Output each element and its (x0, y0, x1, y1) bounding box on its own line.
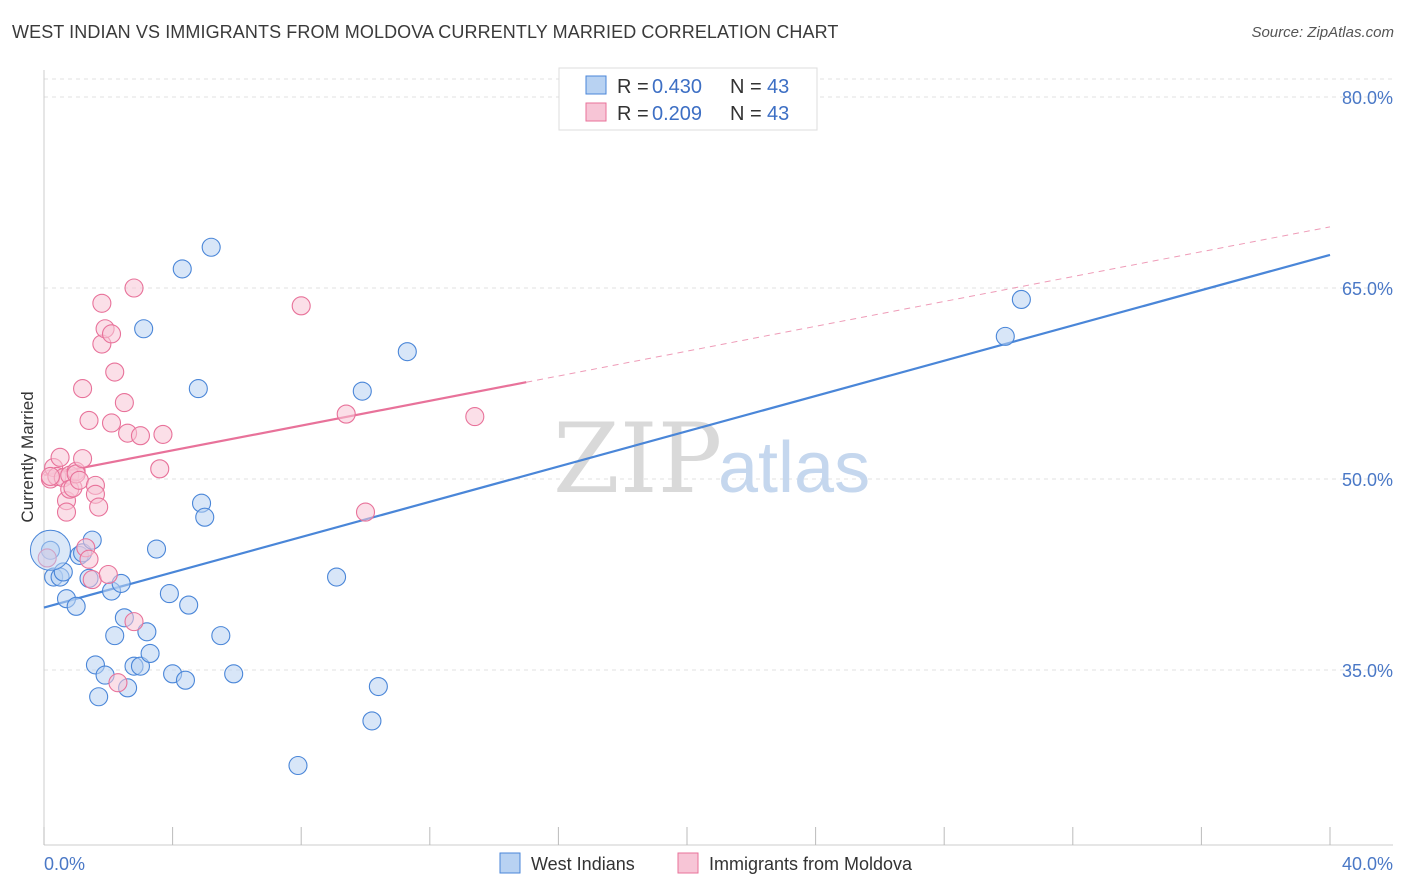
legend-n-value-2: 43 (767, 103, 789, 125)
trend-line-dashed-1 (526, 226, 1331, 383)
point-s0-32 (201, 237, 221, 257)
point-s1-23 (92, 293, 112, 313)
data-points (29, 237, 1031, 776)
point-s0-11 (89, 687, 109, 707)
legend-swatch-blue (585, 75, 607, 95)
bottom-legend: West Indians Immigrants from Moldova (499, 852, 913, 874)
point-s0-38 (362, 711, 382, 731)
point-s1-37 (153, 424, 173, 444)
point-s0-35 (288, 755, 308, 776)
point-s0-24 (159, 584, 179, 604)
point-s1-14 (73, 449, 93, 469)
bottom-legend-label-west-indians: West Indians (531, 854, 635, 874)
chart-title: WEST INDIAN VS IMMIGRANTS FROM MOLDOVA C… (12, 22, 839, 42)
point-s0-14 (105, 626, 125, 646)
point-s0-19 (130, 656, 150, 676)
grid-lines (44, 78, 1393, 671)
point-large-blue (29, 529, 71, 571)
point-s1-33 (124, 278, 144, 298)
point-s1-40 (355, 502, 376, 522)
legend-swatch-pink (585, 102, 607, 122)
point-s0-42 (1011, 289, 1031, 310)
legend-n-value-1: 43 (767, 76, 789, 98)
bottom-legend-swatch-blue (499, 852, 521, 874)
watermark-zip: ZIP (553, 403, 722, 515)
point-s0-31 (195, 507, 215, 527)
point-s1-30 (108, 673, 128, 693)
point-s0-41 (995, 326, 1015, 346)
point-s1-7 (56, 502, 77, 522)
point-s1-4 (50, 447, 70, 467)
legend-r-value-1: 0.430 (652, 76, 702, 98)
y-tick-label-2: 50.0% (1342, 470, 1393, 490)
point-s1-41 (465, 407, 485, 427)
point-s0-22 (140, 643, 160, 663)
legend: R = 0.430 N = 43 R = 0.209 N = 43 (558, 67, 818, 131)
point-s0-21 (137, 622, 157, 642)
y-tick-label-3: 35.0% (1342, 661, 1393, 681)
point-s0-33 (211, 626, 231, 646)
point-s0-37 (352, 381, 372, 401)
point-s1-39 (336, 404, 356, 424)
legend-n-label-1: N = (730, 76, 762, 98)
legend-r-label-2: R = (617, 103, 649, 125)
bottom-legend-swatch-pink (677, 852, 699, 874)
point-s0-34 (224, 664, 244, 684)
legend-r-value-2: 0.209 (652, 103, 702, 125)
point-s0-36 (327, 567, 347, 587)
point-s1-13 (69, 470, 89, 490)
watermark: ZIP atlas (553, 403, 870, 515)
x-tick-label-1: 40.0% (1342, 854, 1393, 874)
point-s1-27 (101, 324, 122, 344)
tick-labels: 80.0% 65.0% 50.0% 35.0% 0.0% 40.0% (44, 88, 1393, 874)
y-tick-label-0: 80.0% (1342, 88, 1393, 108)
point-s0-23 (146, 539, 167, 559)
point-s1-29 (105, 362, 125, 382)
point-s1-36 (150, 459, 170, 479)
point-s0-20 (134, 319, 154, 339)
point-s0-29 (188, 379, 208, 399)
legend-r-label-1: R = (617, 76, 649, 98)
point-s1-26 (98, 564, 118, 585)
bottom-legend-label-moldova: Immigrants from Moldova (709, 854, 913, 874)
y-axis-title: Currently Married (18, 391, 37, 522)
trend-lines (43, 226, 1331, 609)
point-s1-15 (73, 379, 93, 399)
point-s0-27 (179, 595, 199, 615)
point-s1-18 (79, 410, 99, 430)
x-tick-label-0: 0.0% (44, 854, 85, 874)
point-s1-31 (114, 393, 134, 413)
point-s1-35 (130, 426, 150, 446)
watermark-atlas: atlas (718, 428, 870, 508)
y-tick-label-1: 65.0% (1342, 279, 1393, 299)
point-s1-19 (82, 570, 102, 590)
point-s1-34 (124, 612, 144, 632)
axes (43, 70, 1393, 846)
trend-line-1 (43, 381, 527, 477)
point-s0-40 (397, 342, 417, 362)
point-s0-5 (66, 596, 86, 616)
point-s1-38 (291, 296, 311, 316)
trend-line-0 (43, 253, 1331, 609)
point-s1-42 (40, 466, 60, 487)
point-s0-28 (172, 259, 192, 279)
point-s1-28 (101, 413, 122, 433)
source-label: Source: ZipAtlas.com (1251, 24, 1394, 41)
point-s1-22 (89, 497, 109, 517)
legend-n-label-2: N = (730, 103, 762, 125)
point-s0-39 (368, 677, 388, 697)
point-s0-26 (175, 670, 196, 690)
point-s1-17 (79, 549, 99, 569)
